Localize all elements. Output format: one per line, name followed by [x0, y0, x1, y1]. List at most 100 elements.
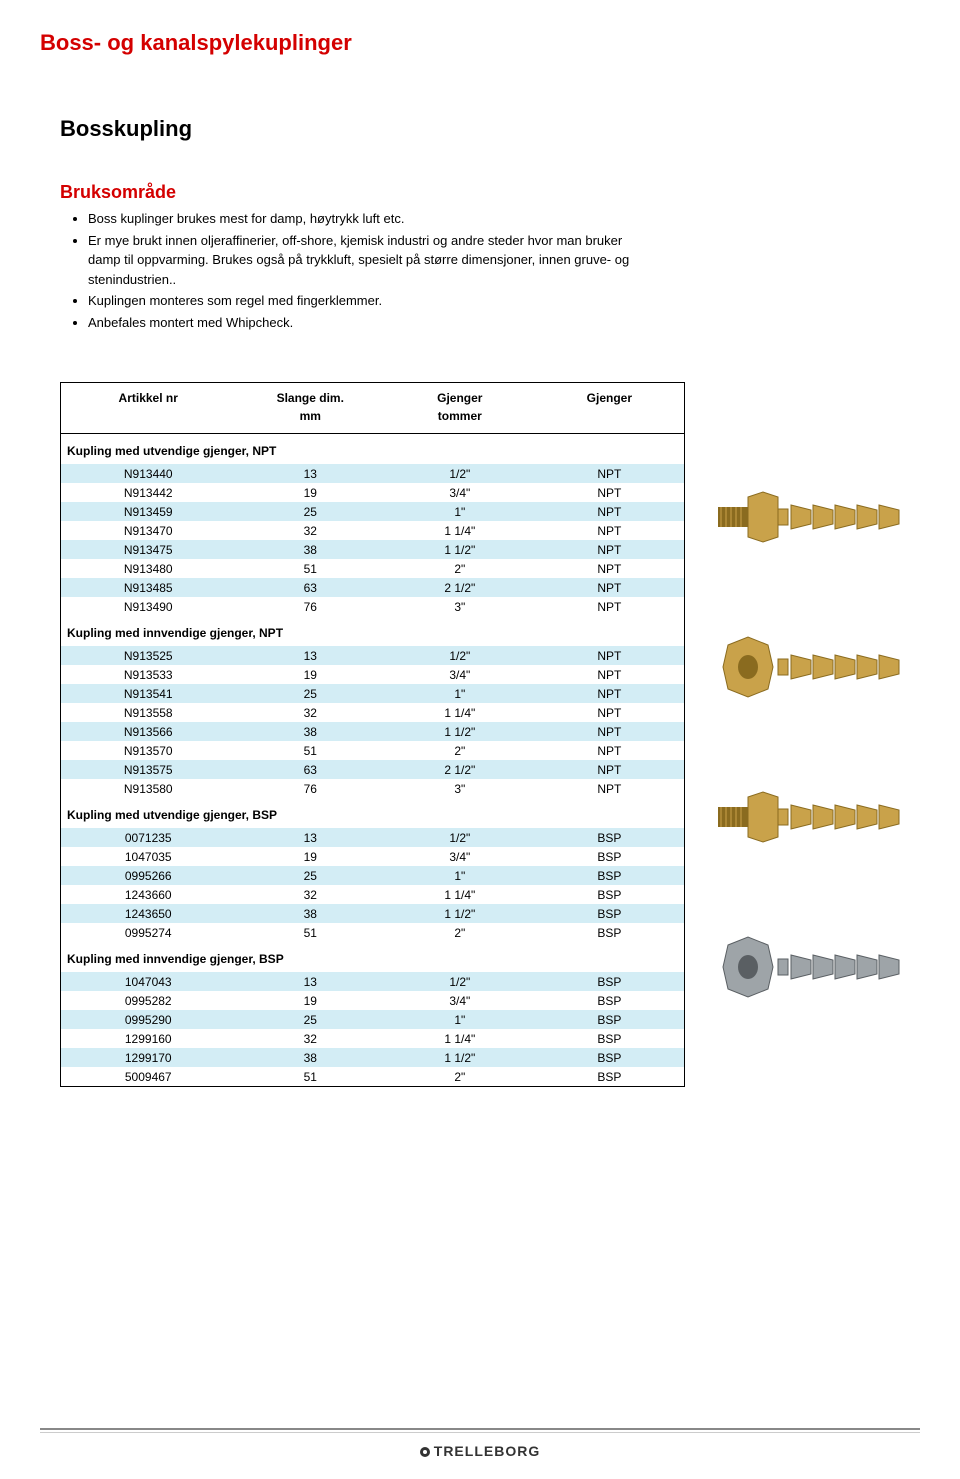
table-row: 0995282193/4"BSP: [61, 991, 684, 1010]
table-cell: 1 1/2": [385, 1048, 535, 1067]
table-cell: 1": [385, 684, 535, 703]
table-cell: BSP: [535, 866, 685, 885]
table-cell: 32: [235, 1029, 385, 1048]
table-cell: 38: [235, 1048, 385, 1067]
table-section-header: Kupling med innvendige gjenger, BSP: [61, 942, 684, 972]
table-row: N913533193/4"NPT: [61, 665, 684, 684]
table-cell: N913470: [61, 521, 235, 540]
table-cell: NPT: [535, 540, 685, 559]
usage-item: Kuplingen monteres som regel med fingerk…: [88, 291, 648, 311]
table-row: 1299160321 1/4"BSP: [61, 1029, 684, 1048]
th-gjenger2: Gjenger: [535, 383, 685, 407]
table-cell: N913566: [61, 722, 235, 741]
table-cell: 1 1/4": [385, 1029, 535, 1048]
table-cell: NPT: [535, 703, 685, 722]
table-cell: N913480: [61, 559, 235, 578]
footer-line-dark: [40, 1428, 920, 1430]
table-cell: BSP: [535, 1010, 685, 1029]
table-cell: NPT: [535, 483, 685, 502]
table-row: N913525131/2"NPT: [61, 646, 684, 665]
table-cell: 1299160: [61, 1029, 235, 1048]
table-cell: 3": [385, 597, 535, 616]
table-cell: NPT: [535, 760, 685, 779]
table-cell: BSP: [535, 991, 685, 1010]
table-cell: NPT: [535, 597, 685, 616]
table-row: N913470321 1/4"NPT: [61, 521, 684, 540]
table-cell: 38: [235, 904, 385, 923]
table-cell: BSP: [535, 972, 685, 991]
page-footer: TRELLEBORG: [40, 1428, 920, 1459]
table-cell: 25: [235, 866, 385, 885]
table-cell: 2 1/2": [385, 760, 535, 779]
table-cell: N913525: [61, 646, 235, 665]
table-row: 1047035193/4"BSP: [61, 847, 684, 866]
table-cell: BSP: [535, 1067, 685, 1086]
table-cell: 1299170: [61, 1048, 235, 1067]
coupling-external-npt: [705, 442, 920, 592]
table-cell: 1": [385, 866, 535, 885]
table-cell: N913459: [61, 502, 235, 521]
table-cell: N913541: [61, 684, 235, 703]
table-cell: 76: [235, 597, 385, 616]
table-cell: N913580: [61, 779, 235, 798]
table-cell: BSP: [535, 1029, 685, 1048]
table-row: 0071235131/2"BSP: [61, 828, 684, 847]
table-cell: 0995274: [61, 923, 235, 942]
table-cell: 32: [235, 703, 385, 722]
product-images-column: [685, 382, 920, 1042]
table-cell: 2": [385, 741, 535, 760]
table-cell: 51: [235, 559, 385, 578]
table-cell: 19: [235, 991, 385, 1010]
table-cell: N913442: [61, 483, 235, 502]
table-cell: 1/2": [385, 646, 535, 665]
table-cell: 2 1/2": [385, 578, 535, 597]
page-root: Boss- og kanalspylekuplinger Bosskupling…: [0, 0, 960, 1479]
usage-item: Er mye brukt innen oljeraffinerier, off-…: [88, 231, 648, 290]
table-section-header: Kupling med utvendige gjenger, BSP: [61, 798, 684, 828]
table-row: N913541251"NPT: [61, 684, 684, 703]
table-cell: 0995266: [61, 866, 235, 885]
table-cell: BSP: [535, 847, 685, 866]
table-cell: N913490: [61, 597, 235, 616]
table-cell: NPT: [535, 684, 685, 703]
table-cell: 1": [385, 502, 535, 521]
usage-item: Anbefales montert med Whipcheck.: [88, 313, 648, 333]
table-row: N913570512"NPT: [61, 741, 684, 760]
table-cell: 32: [235, 521, 385, 540]
table-cell: N913570: [61, 741, 235, 760]
table-cell: 13: [235, 972, 385, 991]
table-section-header: Kupling med utvendige gjenger, NPT: [61, 434, 684, 465]
table-cell: 1/2": [385, 972, 535, 991]
table-cell: 1047043: [61, 972, 235, 991]
table-row: N913485632 1/2"NPT: [61, 578, 684, 597]
brand-text: TRELLEBORG: [434, 1443, 540, 1459]
table-cell: 2": [385, 559, 535, 578]
table-cell: 51: [235, 741, 385, 760]
coupling-internal-bsp: [705, 892, 920, 1042]
footer-brand: TRELLEBORG: [40, 1443, 920, 1459]
sub-title: Bosskupling: [60, 116, 920, 142]
th-article: Artikkel nr: [61, 383, 235, 407]
table-cell: 1 1/4": [385, 703, 535, 722]
table-cell: 63: [235, 760, 385, 779]
table-cell: 2": [385, 923, 535, 942]
table-cell: 1 1/4": [385, 885, 535, 904]
table-cell: N913475: [61, 540, 235, 559]
table-cell: NPT: [535, 646, 685, 665]
usage-item: Boss kuplinger brukes mest for damp, høy…: [88, 209, 648, 229]
table-cell: 1 1/2": [385, 904, 535, 923]
table-cell: N913558: [61, 703, 235, 722]
table-row: N913440131/2"NPT: [61, 464, 684, 483]
table-row: N913475381 1/2"NPT: [61, 540, 684, 559]
table-unit-row: mm tommer: [61, 407, 684, 434]
table-row: N913490763"NPT: [61, 597, 684, 616]
brand-dot-icon: [420, 1447, 430, 1457]
th-gjenger1: Gjenger: [385, 383, 535, 407]
table-cell: NPT: [535, 665, 685, 684]
th-dim: Slange dim.: [235, 383, 385, 407]
table-cell: 1243650: [61, 904, 235, 923]
table-row: 0995266251"BSP: [61, 866, 684, 885]
table-cell: 1243660: [61, 885, 235, 904]
table-cell: 1/2": [385, 464, 535, 483]
table-cell: 13: [235, 646, 385, 665]
